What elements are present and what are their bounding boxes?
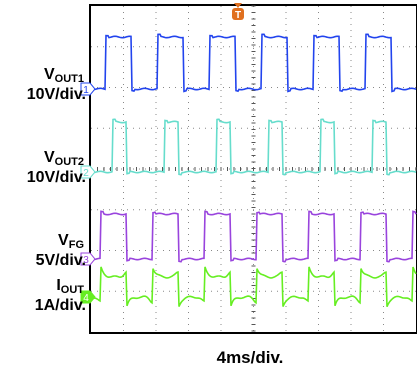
x-axis-label: 4ms/div.: [216, 348, 284, 367]
trace-ch3: [90, 210, 417, 263]
trace-ch4: [90, 266, 417, 308]
traces: [90, 33, 417, 308]
ch4-scale: 1A/div.: [34, 297, 86, 314]
trace-ch2: [90, 118, 417, 176]
channel-4-number: 4: [83, 293, 89, 304]
trace-ch1: [90, 33, 417, 93]
channel-1-number: 1: [83, 85, 89, 96]
ch2-scale: 10V/div.: [26, 169, 86, 186]
channel-markers: 1 2 3 4: [80, 82, 96, 304]
ch1-scale: 10V/div.: [26, 86, 86, 103]
ch3-label: VFG: [58, 232, 84, 252]
channel-4-marker: 4: [80, 290, 96, 304]
channel-3-number: 3: [83, 255, 89, 266]
trigger-marker: T: [232, 3, 244, 21]
channel-3-marker: 3: [80, 252, 96, 266]
ch3-scale: 5V/div.: [35, 252, 86, 269]
ch2-label: VOUT2: [43, 149, 84, 169]
ch4-label: IOUT: [56, 277, 84, 297]
ch1-label: VOUT1: [43, 66, 84, 86]
channel-2-marker: 2: [80, 165, 96, 179]
svg-text:T: T: [235, 10, 241, 21]
grid: [90, 5, 417, 332]
channel-1-marker: 1: [80, 82, 96, 96]
channel-2-number: 2: [83, 168, 89, 179]
